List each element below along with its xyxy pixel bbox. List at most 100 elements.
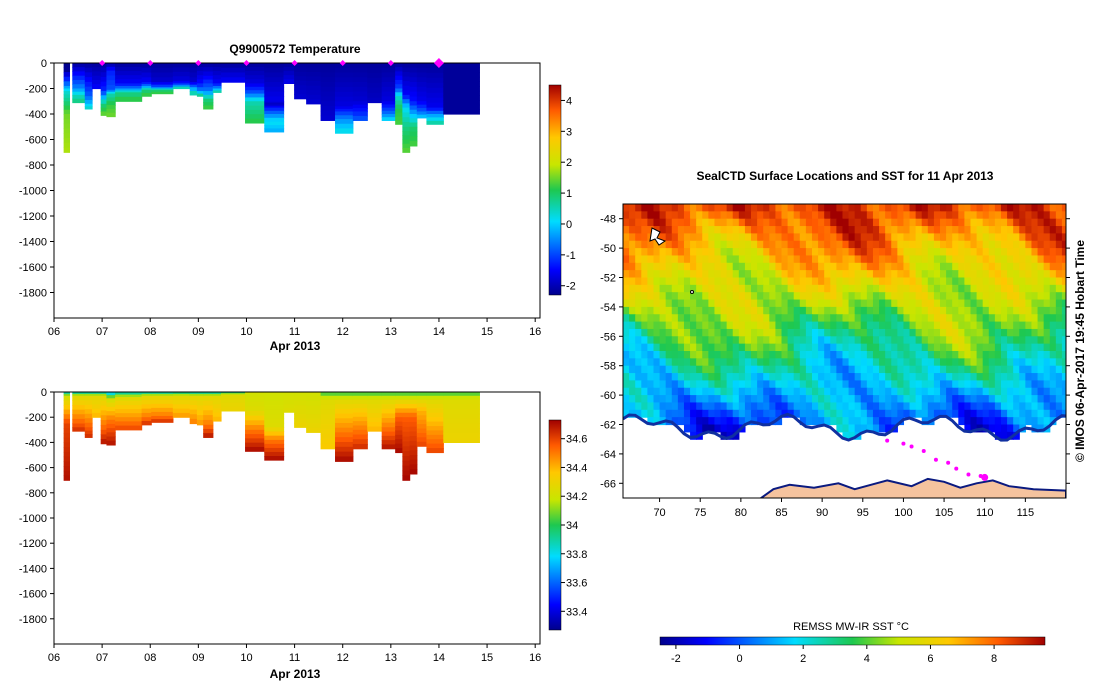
sst-cell: [952, 351, 959, 359]
profile-cell: [264, 91, 285, 98]
sst-cell: [860, 395, 868, 404]
sst-cell: [824, 284, 831, 293]
profile-cell: [402, 131, 411, 136]
sst-cell: [921, 409, 929, 418]
sst-cell: [885, 336, 892, 345]
sst-cell: [653, 211, 661, 220]
sst-cell: [909, 299, 917, 308]
sst-cell: [1049, 218, 1057, 227]
sst-cell: [781, 395, 789, 404]
sst-cell: [720, 365, 728, 374]
profile-cell: [63, 81, 70, 87]
sst-cell: [836, 306, 844, 315]
profile-cell: [220, 392, 246, 394]
sst-cell: [629, 284, 636, 293]
sst-cell: [757, 387, 764, 396]
profile-cell: [402, 112, 411, 118]
sst-cell: [866, 240, 874, 249]
sst-cell: [671, 328, 679, 337]
profile-cell: [416, 437, 428, 443]
sst-cell: [1007, 248, 1014, 257]
sst-cell: [653, 373, 661, 381]
profile-cell: [416, 86, 428, 93]
profile-cell: [203, 102, 214, 107]
sst-cell: [946, 343, 953, 352]
sst-cell: [1013, 262, 1020, 271]
sst-cell: [994, 299, 1002, 308]
profile-cell: [106, 428, 116, 433]
profile-cell: [264, 67, 285, 74]
sst-cell: [1055, 409, 1063, 418]
sst-cell: [763, 204, 770, 212]
sst-cell: [897, 409, 905, 418]
x-tick-label: 12: [337, 326, 349, 338]
sst-cell: [659, 284, 667, 293]
sst-cell: [897, 380, 905, 389]
sst-cell: [775, 299, 783, 308]
sst-cell: [738, 351, 746, 359]
sst-cell: [976, 358, 984, 367]
sst-cell: [927, 255, 935, 264]
sst-cell: [1037, 358, 1045, 367]
sst-cell: [824, 270, 831, 279]
profile-cell: [189, 72, 198, 78]
sst-cell: [732, 299, 740, 308]
sst-cell: [805, 321, 813, 330]
sst-cell: [763, 336, 770, 345]
sst-cell: [958, 292, 965, 301]
sst-cell: [872, 270, 880, 279]
sst-cell: [738, 299, 746, 308]
profile-cell: [264, 451, 285, 457]
profile-cell: [426, 430, 444, 436]
profile-cell: [63, 128, 70, 134]
sst-cell: [757, 204, 764, 212]
sst-cell: [982, 314, 990, 323]
sst-cell: [653, 365, 661, 374]
sst-cell: [1049, 380, 1057, 389]
sst-cell: [946, 262, 953, 271]
sst-cell: [842, 431, 850, 440]
profile-cell: [115, 392, 143, 396]
sst-cell: [702, 402, 709, 411]
sst-cell: [751, 292, 758, 301]
profile-cell: [443, 109, 480, 115]
profile-cell: [426, 87, 444, 94]
sst-cell: [1049, 292, 1057, 301]
profile-cell: [426, 62, 444, 69]
profile-cell: [245, 62, 265, 68]
sst-cell: [970, 262, 978, 271]
sst-cell: [830, 306, 837, 315]
sst-cell: [1049, 373, 1057, 381]
sst-cell: [641, 233, 648, 242]
sst-cell: [744, 409, 752, 418]
colorbar-tick-label: 4: [566, 95, 572, 107]
sst-cell: [1019, 387, 1026, 396]
sst-cell: [1049, 270, 1057, 279]
sst-cell: [879, 218, 886, 227]
sst-cell: [891, 409, 898, 418]
sst-cell: [708, 233, 716, 242]
profile-cell: [84, 395, 93, 401]
sst-cell: [641, 248, 648, 257]
profile-cell: [416, 419, 428, 425]
sst-cell: [848, 204, 856, 212]
sst-cell: [647, 255, 655, 264]
sst-cell: [811, 299, 819, 308]
profile-cell: [196, 79, 204, 84]
sst-cell: [909, 358, 917, 367]
sst-cell: [921, 240, 929, 249]
sst-cell: [915, 284, 923, 293]
sst-cell: [988, 351, 996, 359]
profile-cell: [426, 72, 444, 79]
sst-cell: [946, 248, 953, 257]
sst-cell: [623, 277, 630, 286]
sst-cell: [1037, 395, 1045, 404]
sst-cell: [830, 284, 837, 293]
sst-cell: [1055, 262, 1063, 271]
sst-cell: [696, 270, 703, 279]
profile-cell: [264, 422, 285, 428]
sst-cell: [879, 387, 886, 396]
sst-cell: [836, 424, 844, 433]
profile-cell: [264, 392, 285, 398]
sst-cell: [708, 395, 716, 404]
